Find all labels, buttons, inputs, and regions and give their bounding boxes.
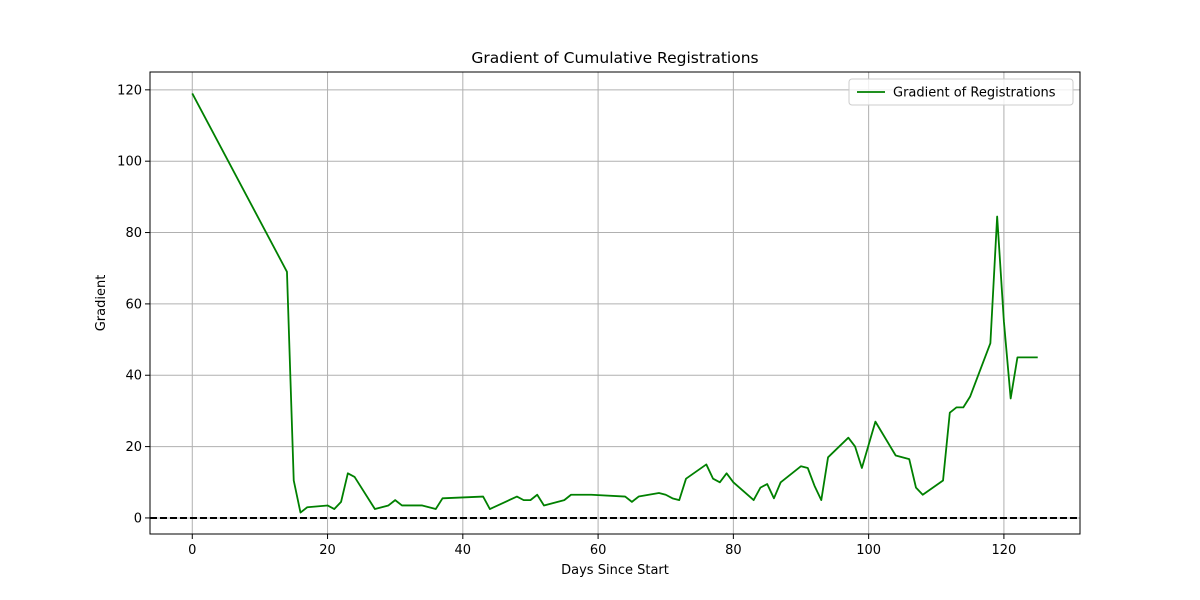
legend: Gradient of Registrations <box>848 78 1074 106</box>
x-tick-label: 60 <box>590 543 607 558</box>
y-tick-label: 20 <box>125 440 142 455</box>
y-tick-label: 40 <box>125 369 142 384</box>
y-tick-label: 0 <box>134 511 142 526</box>
y-tick-label: 80 <box>125 226 142 241</box>
chart-title: Gradient of Cumulative Registrations <box>471 49 758 67</box>
series-lines <box>191 92 1038 514</box>
legend-label: Gradient of Registrations <box>893 86 1056 101</box>
x-tick-label: 0 <box>188 543 196 558</box>
x-tick-label: 20 <box>319 543 336 558</box>
x-axis-ticks: 0 20 40 60 80 100 120 <box>188 534 1016 558</box>
y-tick-label: 100 <box>117 155 142 170</box>
plot-frame <box>149 71 1081 535</box>
y-axis-label: Gradient <box>94 275 109 332</box>
y-axis-ticks: 0 20 40 60 80 100 120 <box>117 83 150 526</box>
x-tick-label: 80 <box>725 543 742 558</box>
x-tick-label: 120 <box>991 543 1016 558</box>
series-line-gradient <box>191 92 1038 514</box>
legend-box <box>848 78 1074 106</box>
y-tick-label: 60 <box>125 297 142 312</box>
x-tick-label: 40 <box>455 543 472 558</box>
x-tick-label: 100 <box>856 543 881 558</box>
x-axis-label: Days Since Start <box>561 563 669 578</box>
y-tick-label: 120 <box>117 83 142 98</box>
